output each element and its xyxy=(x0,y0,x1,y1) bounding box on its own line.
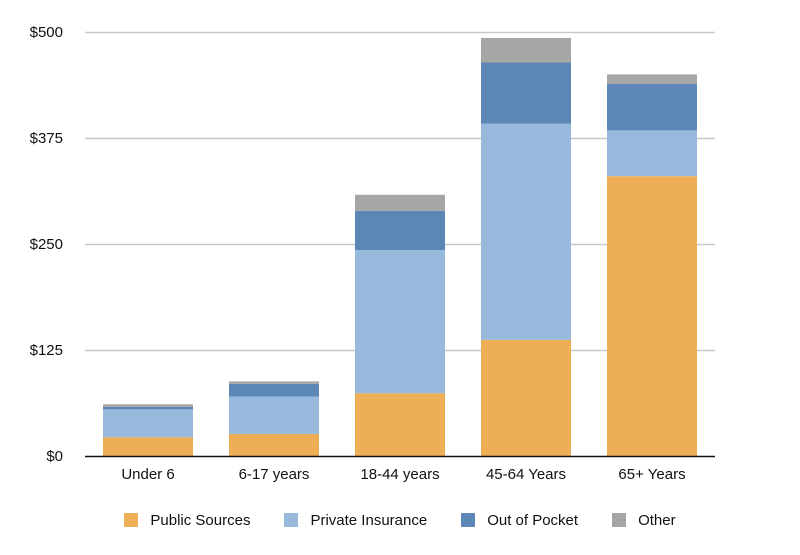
legend-label: Out of Pocket xyxy=(487,511,579,529)
y-tick-label: $250 xyxy=(30,236,63,253)
legend-label: Public Sources xyxy=(150,511,251,529)
bar-segment-out-of-pocket-6-17-years xyxy=(229,383,319,397)
bar-segment-out-of-pocket-under-6 xyxy=(103,406,193,410)
y-tick-label: $375 xyxy=(30,130,63,147)
x-tick-label: 65+ Years xyxy=(618,466,685,483)
legend-item: Out of Pocket xyxy=(461,512,578,529)
bar-segment-other-18-44-years xyxy=(355,194,445,211)
bar-segment-private-insurance-65-years xyxy=(607,130,697,177)
legend-swatch xyxy=(284,513,299,527)
bar-segment-private-insurance-6-17-years xyxy=(229,396,319,434)
chart-legend: Public Sources Private Insurance Out of Po… xyxy=(0,508,800,532)
legend-label: Private Insurance xyxy=(310,511,428,529)
bar-segment-public-sources-under-6 xyxy=(103,437,193,456)
bar-segment-private-insurance-45-64-years xyxy=(481,123,571,340)
legend-item: Private Insurance xyxy=(284,512,427,529)
x-tick-label: 45-64 Years xyxy=(486,466,566,483)
x-tick-label: 6-17 years xyxy=(239,466,310,483)
y-tick-label: $500 xyxy=(30,24,63,41)
bar-segment-out-of-pocket-18-44-years xyxy=(355,210,445,250)
x-axis-labels: Under 6 6-17 years 18-44 years 45-64 Years 6… xyxy=(121,466,685,483)
bar-segment-other-under-6 xyxy=(103,404,193,407)
bar-segment-private-insurance-under-6 xyxy=(103,409,193,438)
bar-segment-other-6-17-years xyxy=(229,381,319,384)
bar-segment-out-of-pocket-45-64-years xyxy=(481,62,571,124)
y-tick-label: $0 xyxy=(46,448,63,465)
legend-swatch xyxy=(461,513,476,527)
legend-label: Other xyxy=(638,511,676,529)
bar-segment-other-45-64-years xyxy=(481,37,571,63)
bar-segment-public-sources-18-44-years xyxy=(355,393,445,456)
bar-segment-public-sources-45-64-years xyxy=(481,339,571,456)
legend-item: Other xyxy=(612,512,676,529)
y-axis-labels: $0 $125 $250 $375 $500 xyxy=(30,24,63,465)
bar-segment-public-sources-6-17-years xyxy=(229,433,319,456)
bars xyxy=(103,37,697,456)
x-tick-label: Under 6 xyxy=(121,466,174,483)
bar-segment-public-sources-65-years xyxy=(607,176,697,456)
legend-swatch xyxy=(612,513,627,527)
legend-item: Public Sources xyxy=(124,512,250,529)
bar-segment-other-65-years xyxy=(607,74,697,84)
bar-segment-private-insurance-18-44-years xyxy=(355,249,445,394)
legend-swatch xyxy=(124,513,139,527)
bar-segment-out-of-pocket-65-years xyxy=(607,83,697,131)
y-tick-label: $125 xyxy=(30,342,63,359)
x-tick-label: 18-44 years xyxy=(360,466,439,483)
